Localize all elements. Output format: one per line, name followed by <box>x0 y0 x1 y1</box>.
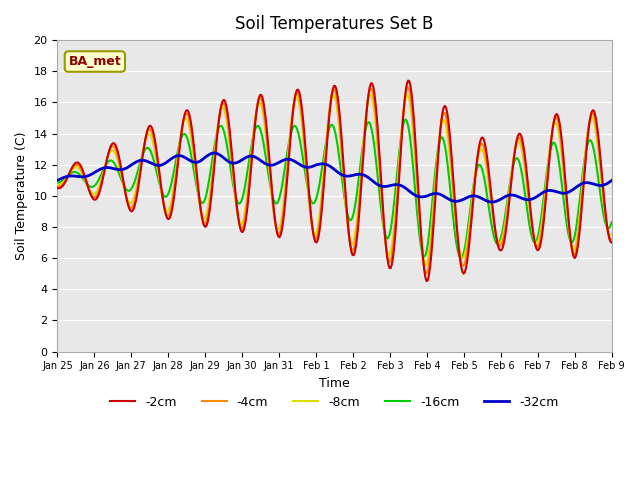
-32cm <box>289 157 296 163</box>
-8cm <box>608 231 616 237</box>
-8cm <box>463 240 471 246</box>
-32cm <box>489 199 497 205</box>
Legend: -2cm, -4cm, -8cm, -16cm, -32cm: -2cm, -4cm, -8cm, -16cm, -32cm <box>106 391 564 414</box>
-8cm <box>226 143 234 149</box>
-8cm <box>422 263 429 268</box>
-4cm <box>404 84 412 90</box>
Line: -32cm: -32cm <box>58 153 612 202</box>
-2cm <box>422 278 430 284</box>
Title: Soil Temperatures Set B: Soil Temperatures Set B <box>236 15 434 33</box>
-4cm <box>364 99 371 105</box>
Line: -4cm: -4cm <box>58 87 612 274</box>
-4cm <box>287 123 295 129</box>
-16cm <box>54 180 61 186</box>
Text: BA_met: BA_met <box>68 55 121 68</box>
-32cm <box>392 182 399 188</box>
Line: -8cm: -8cm <box>58 95 612 265</box>
-32cm <box>608 178 616 183</box>
Y-axis label: Soil Temperature (C): Soil Temperature (C) <box>15 132 28 260</box>
-8cm <box>287 120 295 126</box>
-32cm <box>211 150 219 156</box>
-8cm <box>54 182 61 188</box>
-8cm <box>364 100 371 106</box>
-8cm <box>559 166 567 172</box>
-2cm <box>364 100 371 106</box>
-2cm <box>54 185 61 191</box>
-4cm <box>390 233 398 239</box>
-4cm <box>54 183 61 189</box>
-8cm <box>403 92 411 98</box>
-16cm <box>390 200 398 205</box>
-32cm <box>227 160 235 166</box>
-2cm <box>390 244 398 250</box>
-8cm <box>390 223 398 228</box>
-2cm <box>226 129 234 134</box>
-16cm <box>287 130 295 135</box>
-16cm <box>402 117 410 122</box>
-16cm <box>364 120 371 126</box>
Line: -16cm: -16cm <box>58 120 612 258</box>
-32cm <box>54 178 61 183</box>
-2cm <box>287 128 295 133</box>
-4cm <box>422 271 430 276</box>
-32cm <box>559 191 567 196</box>
-32cm <box>365 175 372 180</box>
-16cm <box>226 161 234 167</box>
-16cm <box>559 192 567 198</box>
-16cm <box>608 219 616 225</box>
-4cm <box>608 236 616 242</box>
-2cm <box>608 240 616 245</box>
-4cm <box>559 158 567 164</box>
-4cm <box>226 136 234 142</box>
-2cm <box>404 78 412 84</box>
-4cm <box>463 249 471 255</box>
-16cm <box>463 231 471 237</box>
-2cm <box>463 259 471 265</box>
-32cm <box>462 195 470 201</box>
Line: -2cm: -2cm <box>58 81 612 281</box>
-16cm <box>458 255 465 261</box>
X-axis label: Time: Time <box>319 377 350 390</box>
-2cm <box>559 151 567 156</box>
